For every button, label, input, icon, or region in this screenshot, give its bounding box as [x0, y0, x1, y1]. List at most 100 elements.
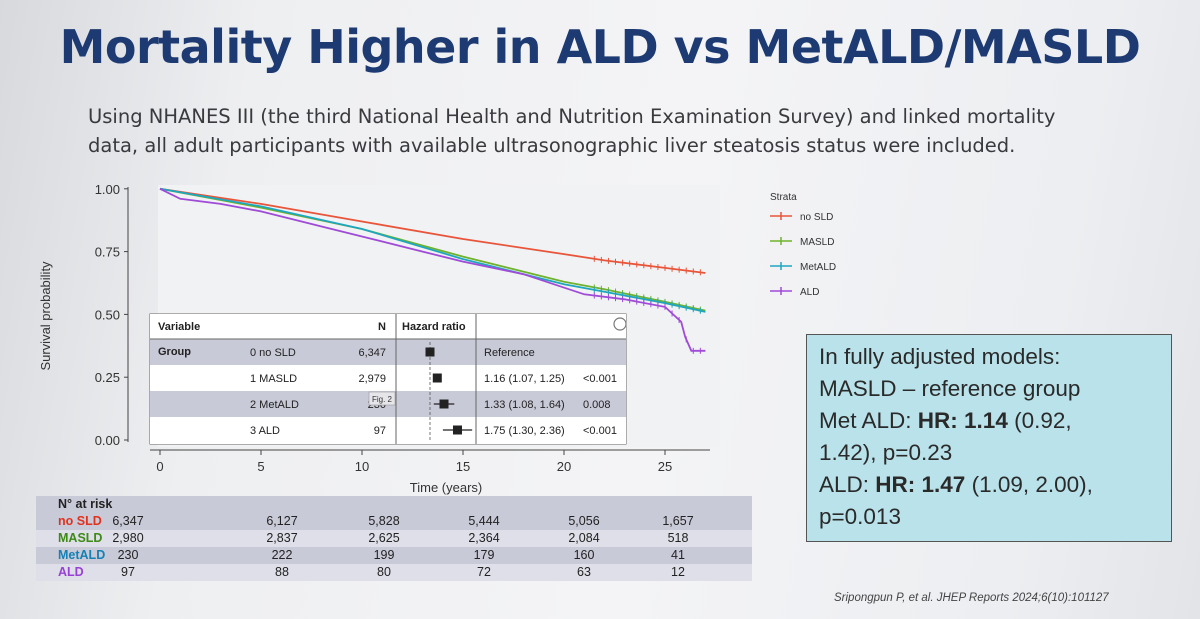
risk-cell: 230 [117, 548, 139, 562]
y-tick-label-1: 0.25 [95, 370, 120, 385]
subtitle-line-1: Using NHANES III (the third National Hea… [88, 105, 1056, 128]
risk-row-label: ALD [58, 565, 84, 579]
hr-row-p-3: <0.001 [583, 425, 617, 437]
survival-curves [159, 187, 706, 354]
x-tick-label-3: 15 [456, 459, 470, 474]
legend-label-0: no SLD [800, 212, 833, 223]
risk-cell: 2,364 [468, 531, 500, 545]
callout-ald-ci: (1.09, 2.00), [965, 472, 1093, 497]
risk-row-label: MASLD [58, 531, 103, 545]
risk-cell: 63 [577, 565, 591, 579]
risk-row-metald: MetALD 230 222 199 179 160 41 [36, 547, 752, 564]
hr-header-row [150, 314, 626, 339]
hr-row-bg-3 [150, 417, 626, 444]
x-axis-label: Time (years) [410, 480, 482, 495]
risk-cell: 179 [473, 548, 495, 562]
hr-header-variable: Variable [158, 321, 200, 333]
hr-row-n-3: 97 [374, 425, 386, 437]
risk-cell: 199 [373, 548, 395, 562]
risk-cell: 5,444 [468, 514, 500, 528]
legend-label-2: MetALD [800, 262, 836, 273]
y-tick-label-0: 0.00 [95, 433, 120, 448]
risk-cell: 72 [477, 565, 491, 579]
risk-table: N° at risk no SLD 6,347 6,127 5,828 5,444 5,0… [36, 496, 752, 581]
risk-cell: 6,347 [112, 514, 144, 528]
risk-table-title: N° at risk [36, 496, 752, 513]
risk-cell: 12 [671, 565, 685, 579]
callout-ald-label: ALD: [819, 472, 876, 497]
hr-row-label-2: 2 MetALD [250, 399, 299, 411]
callout-line-3: Met ALD: HR: 1.14 (0.92, [819, 405, 1161, 437]
x-tick-label-4: 20 [557, 459, 571, 474]
legend-label-3: ALD [800, 287, 819, 298]
risk-cell: 80 [377, 565, 391, 579]
x-tick-label-0: 0 [156, 459, 163, 474]
hr-row-estimate-3: 1.75 (1.30, 2.36) [484, 425, 565, 437]
risk-row-masld: MASLD 2,980 2,837 2,625 2,364 2,084 518 [36, 530, 752, 547]
fig-tag: Fig. 2 [372, 395, 393, 404]
callout-line-6: p=0.013 [819, 504, 901, 529]
risk-row-ald: ALD 97 88 80 72 63 12 [36, 564, 752, 581]
hr-point-1 [432, 373, 442, 383]
hr-row-p-2: 0.008 [583, 399, 611, 411]
risk-cell: 2,084 [568, 531, 600, 545]
hr-row-estimate-1: 1.16 (1.07, 1.25) [484, 373, 565, 385]
x-tick-label-5: 25 [658, 459, 672, 474]
hr-row-n-0: 6,347 [358, 347, 386, 359]
fig-tag-box [368, 391, 396, 406]
hr-row-p-1: <0.001 [583, 373, 617, 385]
hr-row-estimate-2: 1.33 (1.08, 1.64) [484, 399, 565, 411]
callout-metald-ci-start: (0.92, [1007, 408, 1072, 433]
risk-cell: 2,837 [266, 531, 298, 545]
risk-cell: 6,127 [266, 514, 298, 528]
hazard-ratio-table: Variable N Hazard ratio Group 0 no SLD 6,… [149, 313, 627, 445]
risk-cell: 160 [573, 548, 595, 562]
callout-line-2: MASLD – reference group [819, 376, 1081, 401]
hr-row-n-1: 2,979 [358, 373, 386, 385]
slide-subtitle: Using NHANES III (the third National Hea… [88, 102, 1128, 160]
risk-cell: 88 [275, 565, 289, 579]
hr-point-3 [452, 425, 462, 435]
curve-masld [159, 187, 706, 312]
risk-cell: 5,828 [368, 514, 400, 528]
legend-title: Strata [770, 192, 797, 203]
hr-rows: 0 no SLD 6,347 Reference 1 MASLD 2,979 1.16 (… [250, 347, 617, 437]
hr-row-label-0: 0 no SLD [250, 347, 296, 359]
callout-ald-hr: HR: 1.47 [875, 472, 966, 497]
callout-metald-label: Met ALD: [819, 408, 918, 433]
curve-ald [159, 187, 706, 352]
y-ticks: 0.00 0.25 0.50 0.75 1.00 [95, 182, 128, 448]
hr-header-n: N [378, 321, 386, 333]
hr-point-0 [425, 347, 435, 357]
magnifier-icon [613, 317, 627, 331]
callout-metald-hr: HR: 1.14 [917, 408, 1008, 433]
risk-cell: 222 [271, 548, 293, 562]
subtitle-line-2: data, all adult participants with availa… [88, 134, 1016, 157]
risk-cell: 2,625 [368, 531, 400, 545]
y-tick-label-3: 0.75 [95, 245, 120, 260]
risk-cell: 518 [667, 531, 689, 545]
slide-title: Mortality Higher in ALD vs MetALD/MASLD [59, 20, 1141, 74]
legend-label-1: MASLD [800, 237, 834, 248]
curve-no-sld [159, 187, 706, 274]
adjusted-models-callout: In fully adjusted models: MASLD – refere… [806, 334, 1172, 542]
y-axis-label: Survival probability [38, 261, 53, 371]
hr-row-bg-0 [150, 339, 626, 365]
risk-row-no-sld: no SLD 6,347 6,127 5,828 5,444 5,056 1,657 [36, 513, 752, 530]
y-tick-label-2: 0.50 [95, 307, 120, 322]
x-tick-label-2: 10 [355, 459, 369, 474]
risk-cell: 97 [121, 565, 135, 579]
hr-row-estimate-0: Reference [484, 347, 535, 359]
x-tick-label-1: 5 [257, 459, 264, 474]
risk-cell: 2,980 [112, 531, 144, 545]
hr-point-2 [439, 399, 449, 409]
risk-cell: 1,657 [662, 514, 694, 528]
hr-header-hazard-ratio: Hazard ratio [402, 321, 466, 333]
hr-row-label-3: 3 ALD [250, 425, 280, 437]
risk-row-label: no SLD [58, 514, 102, 528]
y-tick-label-4: 1.00 [95, 182, 120, 197]
risk-table-rows: no SLD 6,347 6,127 5,828 5,444 5,056 1,657 MASL… [36, 513, 752, 581]
risk-cell: 41 [671, 548, 685, 562]
callout-line-4: 1.42), p=0.23 [819, 440, 953, 465]
